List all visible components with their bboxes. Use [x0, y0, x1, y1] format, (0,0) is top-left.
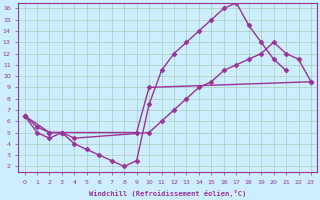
- X-axis label: Windchill (Refroidissement éolien,°C): Windchill (Refroidissement éolien,°C): [89, 190, 246, 197]
